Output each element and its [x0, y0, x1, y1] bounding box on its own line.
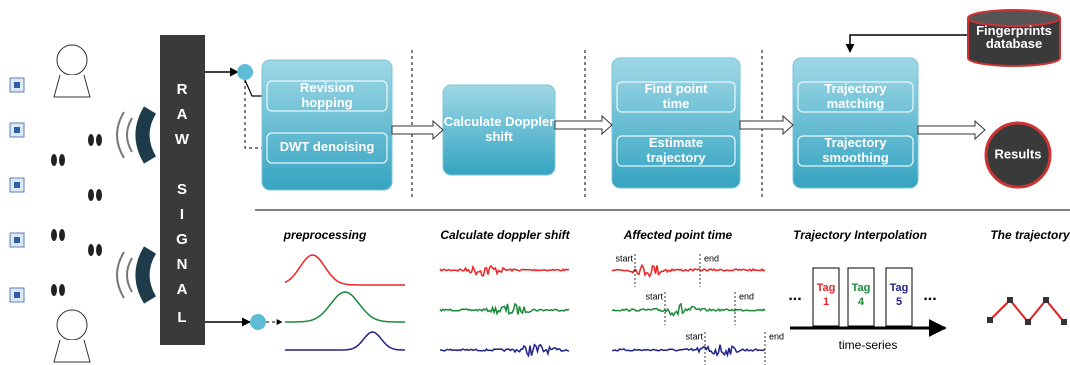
ellipsis: ... [788, 287, 801, 304]
waveform [440, 345, 569, 356]
raw-signal-letter: L [177, 309, 186, 326]
waveform [285, 292, 405, 322]
ellipsis: ... [923, 287, 936, 304]
raw-signal-letter: I [180, 206, 184, 223]
footprint [51, 229, 57, 241]
marker-label: start [685, 331, 703, 341]
sensor-dot [14, 82, 20, 88]
trajectory-point [1025, 319, 1031, 325]
footprint [96, 244, 102, 256]
person-head [57, 310, 87, 340]
tag-name: Tag [890, 282, 909, 294]
raw-signal-letter: G [176, 231, 188, 248]
results-label: Results [995, 146, 1042, 161]
panel-title: Affected point time [623, 228, 733, 242]
tag-num: 1 [823, 296, 829, 308]
raw-signal-letter: A [177, 106, 188, 123]
sensor-dot [14, 127, 20, 133]
time-axis-label: time-series [839, 338, 898, 352]
person-body [54, 75, 90, 97]
trajectory-point [987, 317, 993, 323]
stage-item: DWT denoising [280, 139, 375, 154]
tag-num: 5 [896, 296, 902, 308]
trajectory-point [1043, 297, 1049, 303]
marker-label: start [615, 253, 633, 263]
marker-label: end [704, 253, 719, 263]
trajectory-point [1061, 319, 1067, 325]
tag-name: Tag [852, 282, 871, 294]
footprint [59, 284, 65, 296]
raw-signal-letter: R [177, 81, 188, 98]
marker-label: end [739, 291, 754, 301]
panel-title: The trajectory [990, 228, 1070, 242]
person-head [57, 45, 87, 75]
sensor-dot [14, 182, 20, 188]
waveform [285, 332, 405, 350]
waveform [440, 304, 569, 315]
footprint [88, 189, 94, 201]
stage-box [612, 58, 740, 188]
flow-arrow [740, 116, 793, 134]
flow-arrow [392, 121, 443, 139]
panel-title: Trajectory Interpolation [793, 228, 927, 242]
sensor-dot [14, 292, 20, 298]
waveform [612, 304, 765, 316]
footprint [88, 134, 94, 146]
trajectory-point [1007, 297, 1013, 303]
footprint [88, 244, 94, 256]
tag-num: 4 [858, 296, 865, 308]
flow-arrow [918, 121, 985, 139]
marker-label: end [769, 331, 784, 341]
raw-signal-letter: N [177, 256, 188, 273]
panel-title: Calculate doppler shift [440, 228, 570, 242]
marker-label: start [645, 291, 663, 301]
flow-arrow [555, 116, 612, 134]
raw-signal-letter: S [177, 181, 187, 198]
waveform [440, 266, 569, 276]
sensor-dot [14, 237, 20, 243]
raw-signal-letter: A [177, 281, 188, 298]
footprint [59, 154, 65, 166]
stage-box [793, 58, 918, 188]
trajectory [990, 300, 1064, 322]
diagram: RAWSIGNALRevisionhoppingDWT denoisingCal… [0, 0, 1070, 365]
tag-name: Tag [817, 282, 836, 294]
waveform [285, 255, 405, 285]
footprint [96, 134, 102, 146]
panel-title: preprocessing [283, 228, 367, 242]
waveform [612, 345, 765, 355]
person-body [54, 340, 90, 362]
footprint [51, 154, 57, 166]
footprint [96, 189, 102, 201]
raw-signal-letter: W [175, 131, 190, 148]
footprint [59, 229, 65, 241]
footprint [51, 284, 57, 296]
